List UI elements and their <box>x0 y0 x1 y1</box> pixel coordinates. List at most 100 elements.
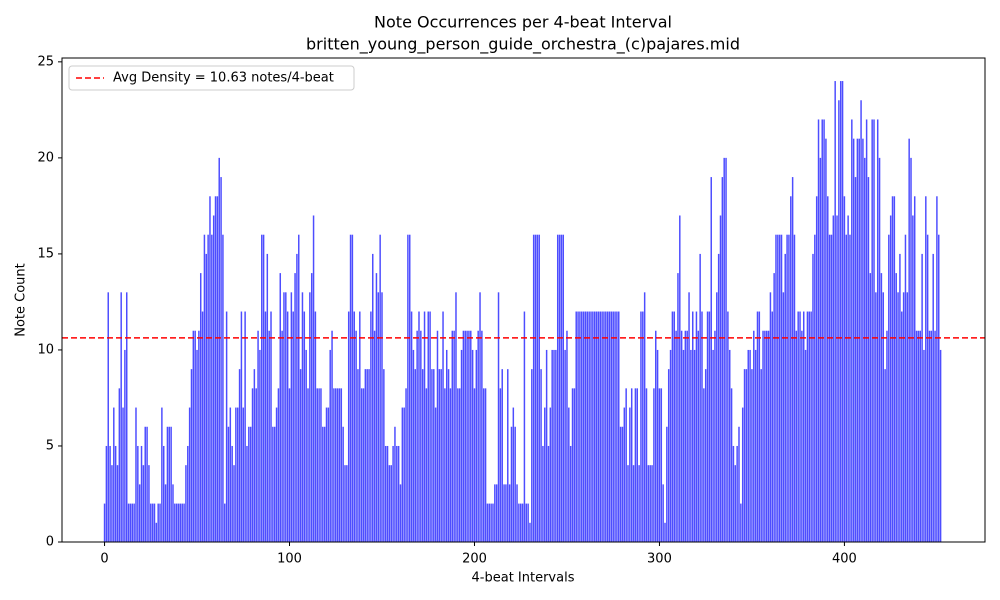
bar <box>560 234 563 542</box>
x-tick-label: 300 <box>647 552 672 567</box>
bar <box>656 349 659 542</box>
bar <box>187 445 189 542</box>
bar <box>196 349 198 542</box>
bar <box>285 292 287 542</box>
y-axis-label: Note Count <box>14 263 29 337</box>
bar <box>884 369 886 542</box>
bar <box>322 426 324 542</box>
bar <box>767 330 770 542</box>
bar <box>229 407 232 542</box>
bar <box>660 388 663 542</box>
bar <box>281 330 283 542</box>
bar <box>832 215 835 542</box>
bar <box>864 157 866 542</box>
bar <box>360 388 363 542</box>
bar <box>880 273 883 542</box>
bar <box>359 311 361 542</box>
bar <box>556 234 559 542</box>
bar <box>915 330 918 542</box>
bar <box>238 369 241 542</box>
bar <box>730 388 733 542</box>
bar <box>825 138 827 542</box>
bar <box>460 349 463 542</box>
bar <box>384 445 387 542</box>
bar <box>347 311 350 542</box>
bar <box>684 330 687 542</box>
bar <box>765 330 768 542</box>
bar <box>473 388 476 542</box>
bar <box>743 369 746 542</box>
bar <box>351 234 354 542</box>
bar <box>262 234 265 542</box>
bar <box>364 369 367 542</box>
bar <box>930 330 933 542</box>
bar <box>403 407 405 542</box>
bar <box>795 330 798 542</box>
bar <box>680 330 683 542</box>
bar <box>706 311 709 542</box>
bar <box>466 330 468 542</box>
bar <box>636 388 638 542</box>
bar <box>815 196 818 543</box>
bar <box>871 119 873 542</box>
bar <box>231 445 233 542</box>
bar <box>486 503 489 542</box>
bar <box>926 234 929 542</box>
bar <box>470 330 472 542</box>
bar <box>893 196 896 543</box>
bar <box>379 234 381 542</box>
bar <box>394 426 396 542</box>
bar <box>468 330 470 542</box>
bar <box>808 311 811 542</box>
bar <box>873 119 875 542</box>
bar <box>645 388 648 542</box>
bar <box>751 369 753 542</box>
bar <box>109 445 111 542</box>
bar <box>434 407 437 542</box>
bar <box>843 196 846 543</box>
bar <box>729 349 731 542</box>
bar <box>305 349 307 542</box>
y-tick-label: 25 <box>37 54 54 69</box>
bar <box>876 119 879 542</box>
bar <box>925 196 927 543</box>
bar <box>725 157 727 542</box>
bar <box>717 253 720 542</box>
bar <box>179 503 182 542</box>
bar <box>701 311 703 542</box>
bar <box>756 311 759 542</box>
bar <box>142 465 145 542</box>
bar <box>261 234 263 542</box>
bar <box>125 292 128 542</box>
bar <box>566 330 568 542</box>
bar <box>921 253 923 542</box>
bar <box>183 503 185 542</box>
bar <box>381 292 383 542</box>
bar <box>581 311 583 542</box>
bar <box>573 388 576 542</box>
bar <box>516 484 518 542</box>
x-tick-label: 400 <box>832 552 857 567</box>
bar <box>425 388 428 542</box>
bar <box>936 196 938 543</box>
bar <box>353 311 355 542</box>
bar <box>773 273 775 542</box>
bar <box>793 234 796 542</box>
bar <box>266 253 269 542</box>
bar <box>627 465 629 542</box>
bar <box>582 311 585 542</box>
bar <box>335 388 337 542</box>
bar <box>170 426 172 542</box>
bar <box>444 388 446 542</box>
bar <box>227 426 230 542</box>
bar <box>366 369 368 542</box>
bar <box>538 234 540 542</box>
bar <box>122 407 124 542</box>
bar <box>272 426 274 542</box>
bar <box>584 311 587 542</box>
bar <box>603 311 605 542</box>
bar <box>477 330 479 542</box>
bar <box>409 234 411 542</box>
bar <box>514 426 516 542</box>
bar <box>185 465 187 542</box>
